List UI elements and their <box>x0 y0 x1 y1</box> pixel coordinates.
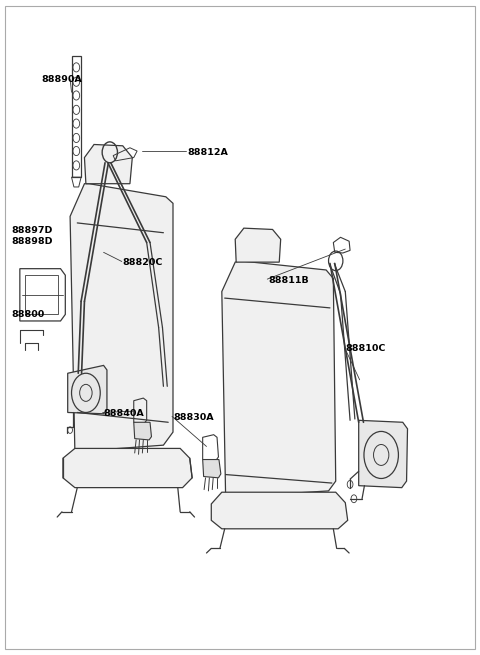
Text: 88898D: 88898D <box>11 236 53 246</box>
Polygon shape <box>134 422 152 440</box>
Text: 88810C: 88810C <box>345 344 385 353</box>
Text: 88800: 88800 <box>11 310 45 319</box>
Polygon shape <box>359 421 408 487</box>
Polygon shape <box>84 145 132 183</box>
Polygon shape <box>211 492 348 529</box>
Polygon shape <box>203 460 221 478</box>
Text: 88811B: 88811B <box>269 276 309 285</box>
Text: 88812A: 88812A <box>187 148 228 157</box>
Text: 88830A: 88830A <box>173 413 214 422</box>
Polygon shape <box>68 365 107 414</box>
Text: 88840A: 88840A <box>104 409 144 419</box>
Polygon shape <box>222 261 336 497</box>
Text: 88890A: 88890A <box>41 75 82 84</box>
Polygon shape <box>70 183 173 452</box>
Polygon shape <box>235 228 281 262</box>
Text: 88820C: 88820C <box>123 257 163 267</box>
Text: 88897D: 88897D <box>11 226 53 235</box>
Polygon shape <box>63 449 192 487</box>
